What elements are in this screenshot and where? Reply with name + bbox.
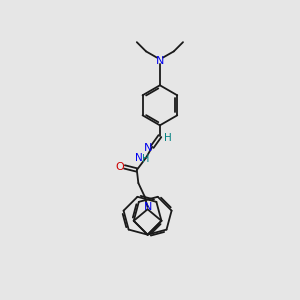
Text: N: N [144,202,152,212]
Text: N: N [156,56,164,66]
Text: O: O [116,162,124,172]
Text: N: N [144,143,152,153]
Text: H: H [142,154,149,164]
Text: N: N [135,153,143,164]
Text: H: H [164,133,172,142]
